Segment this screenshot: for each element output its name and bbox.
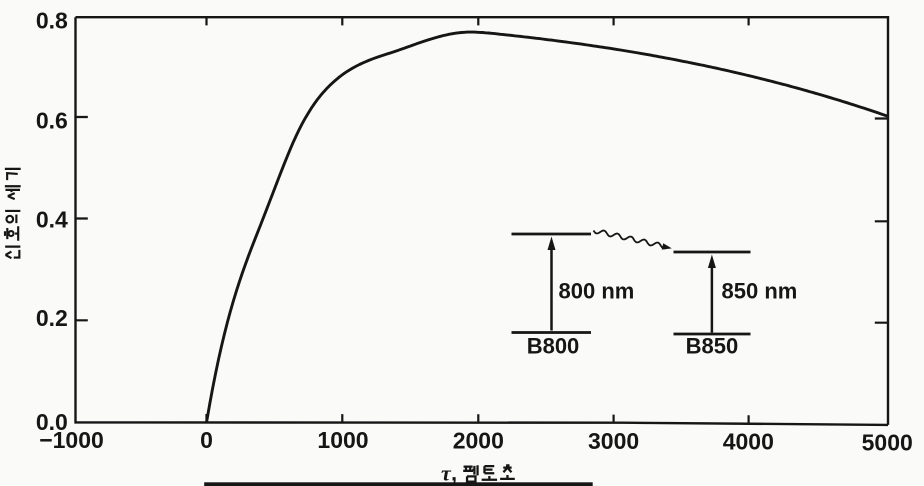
svg-text:B850: B850 (686, 334, 739, 359)
svg-text:3000: 3000 (588, 428, 639, 454)
svg-text:0.4: 0.4 (36, 207, 68, 233)
svg-text:0: 0 (200, 427, 213, 453)
svg-text:0.6: 0.6 (36, 107, 68, 133)
svg-text:τ: τ (441, 461, 452, 486)
svg-text:5000: 5000 (862, 429, 913, 455)
svg-text:0.8: 0.8 (36, 8, 68, 34)
svg-text:4000: 4000 (723, 429, 774, 455)
svg-text:2000: 2000 (453, 427, 504, 453)
svg-text:800 nm: 800 nm (559, 279, 635, 304)
svg-text:B800: B800 (527, 334, 580, 359)
svg-text:850 nm: 850 nm (722, 279, 798, 304)
svg-text:,: , (451, 461, 457, 486)
svg-text:−1000: −1000 (39, 427, 104, 453)
svg-text:0.2: 0.2 (36, 305, 68, 331)
svg-text:1000: 1000 (317, 427, 368, 453)
svg-text:0.0: 0.0 (36, 409, 68, 435)
